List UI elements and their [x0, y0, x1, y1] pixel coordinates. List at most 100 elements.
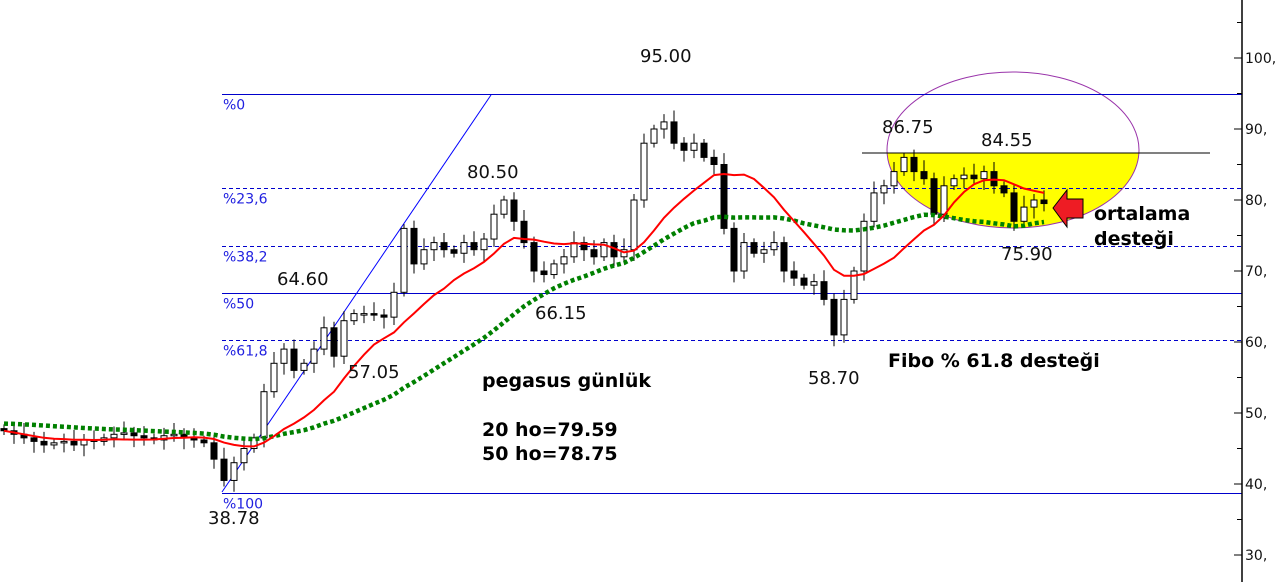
candle-body: [630, 199, 638, 251]
y-tick-label: 30,: [1245, 548, 1267, 564]
candle-body: [940, 185, 948, 215]
ma-support-annotation-2: desteği: [1094, 228, 1174, 250]
candle-body: [720, 164, 728, 229]
ma20-line: [3, 172, 1045, 448]
candle-body: [830, 298, 838, 336]
candle-body: [130, 432, 138, 437]
candle-body: [740, 242, 748, 272]
candle-body: [660, 121, 668, 130]
candle-body: [1010, 192, 1018, 222]
candle-body: [40, 440, 48, 446]
candle-body: [390, 291, 398, 318]
candle-body: [1000, 185, 1008, 194]
candle-body: [340, 320, 348, 357]
ma50-line: [3, 212, 1045, 442]
candle-body: [30, 437, 38, 442]
candle-body: [230, 462, 238, 481]
candle-body: [770, 242, 778, 251]
candle-body: [1040, 199, 1048, 205]
candle-body: [550, 263, 558, 276]
candle-body: [570, 242, 578, 258]
arrow-icon: [1052, 188, 1084, 229]
candle-body: [110, 433, 118, 439]
chart-title: pegasus günlük: [482, 370, 651, 392]
candle-body: [500, 199, 508, 215]
candle-body: [470, 242, 478, 251]
candle-body: [680, 142, 688, 151]
candle-body: [850, 270, 858, 300]
candle-body: [510, 199, 518, 222]
candle-body: [870, 192, 878, 222]
y-tick-label: 90,: [1245, 122, 1267, 138]
fib-level-label: %100: [223, 497, 263, 513]
candle-body: [910, 156, 918, 173]
y-tick-label: 40,: [1245, 477, 1267, 493]
fib-level-label: %0: [223, 98, 245, 114]
fib-level-label: %38,2: [223, 250, 267, 266]
y-tick-label: 50,: [1245, 406, 1267, 422]
candle-body: [290, 348, 298, 371]
label-57-05: 57.05: [348, 362, 400, 383]
candle-body: [1020, 206, 1028, 222]
candle-body: [50, 442, 58, 446]
candle-body: [240, 448, 248, 464]
candle-body: [560, 256, 568, 265]
candle-body: [370, 313, 378, 316]
candle-body: [950, 178, 958, 187]
candle-body: [450, 249, 458, 254]
candle-body: [920, 171, 928, 180]
candle-body: [260, 391, 268, 439]
candle-body: [270, 362, 278, 393]
candle-body: [60, 440, 68, 444]
candle-body: [800, 277, 808, 286]
fib-level-label: %23,6: [223, 192, 268, 208]
candles: [0, 110, 1048, 492]
candle-body: [810, 281, 818, 286]
candle-body: [320, 327, 328, 350]
candle-body: [140, 435, 148, 439]
candle-body: [120, 432, 128, 435]
candle-body: [960, 174, 968, 180]
candle-body: [310, 348, 318, 364]
fib-level-label: %61,8: [223, 344, 267, 360]
candle-body: [530, 242, 538, 272]
candle-body: [520, 220, 528, 244]
candle-body: [210, 442, 218, 460]
candle-body: [380, 314, 388, 318]
candle-body: [880, 185, 888, 194]
candle-body: [490, 213, 498, 240]
ma20-annotation: 20 ho=79.59: [482, 419, 618, 441]
candle-body: [730, 227, 738, 272]
candle-body: [590, 249, 598, 258]
candle-body: [300, 362, 308, 371]
candle-body: [420, 249, 428, 265]
label-95: 95.00: [640, 46, 692, 67]
candle-body: [820, 281, 828, 300]
label-64-60: 64.60: [277, 269, 329, 290]
candle-body: [170, 433, 178, 437]
y-tick-label: 60,: [1245, 335, 1267, 351]
candle-body: [930, 178, 938, 215]
candle-body: [860, 220, 868, 272]
candle-body: [250, 437, 258, 450]
candle-body: [0, 428, 8, 432]
y-tick-label: 70,: [1245, 264, 1267, 280]
candle-body: [640, 142, 648, 201]
candle-body: [650, 128, 658, 144]
fibo-support-annotation: Fibo % 61.8 desteği: [888, 350, 1100, 372]
label-86-75: 86.75: [882, 117, 934, 138]
candle-body: [900, 156, 908, 173]
candle-body: [540, 270, 548, 276]
candle-body: [350, 313, 358, 322]
candle-body: [400, 227, 408, 293]
candle-body: [330, 327, 338, 357]
candle-body: [360, 313, 368, 316]
highlight-ellipse: [886, 71, 1140, 229]
candle-body: [840, 298, 848, 336]
label-58-70: 58.70: [808, 368, 860, 389]
y-axis: 100, 90, 80, 70, 60, 50, 40, 30,: [1234, 0, 1276, 582]
candle-body: [410, 227, 418, 265]
ma50-annotation: 50 ho=78.75: [482, 443, 618, 465]
candle-body: [670, 121, 678, 144]
